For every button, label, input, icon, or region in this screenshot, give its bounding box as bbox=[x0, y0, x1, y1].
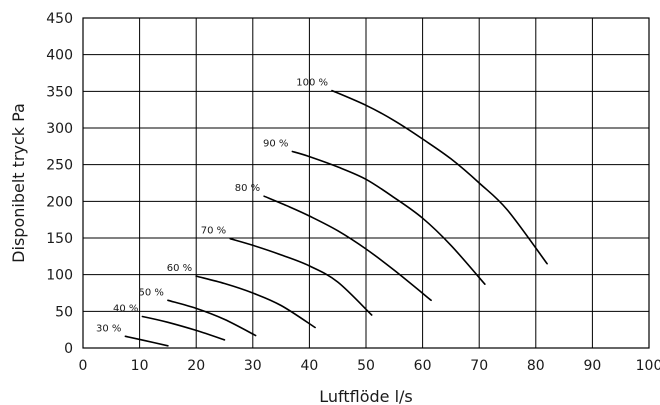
x-tick-label: 80 bbox=[527, 358, 545, 374]
x-tick-label: 90 bbox=[583, 358, 601, 374]
curve-40-pct bbox=[141, 315, 226, 341]
grid bbox=[82, 17, 650, 349]
x-tick-label: 60 bbox=[414, 358, 432, 374]
x-axis-label: Luftflöde l/s bbox=[319, 387, 413, 405]
curves: 30 % 40 %50 % 60 % 70 % 80 % 90 % 100 % bbox=[96, 78, 548, 347]
y-tick-label: 250 bbox=[46, 158, 73, 174]
x-tick-label: 30 bbox=[244, 358, 262, 374]
y-tick-label: 0 bbox=[64, 341, 73, 357]
x-tick-label: 40 bbox=[300, 358, 318, 374]
curve-label-100-pct: 100 % bbox=[296, 78, 328, 89]
y-tick-label: 50 bbox=[55, 304, 73, 320]
curve-label-60-pct: 60 % bbox=[167, 263, 192, 274]
curve-label-70-pct: 70 % bbox=[201, 226, 226, 237]
y-tick-label: 200 bbox=[46, 194, 73, 210]
y-tick-label: 350 bbox=[46, 84, 73, 100]
curve-label-40-pct: 40 % bbox=[113, 303, 138, 314]
curve-100-pct bbox=[331, 89, 548, 265]
x-tick-label: 0 bbox=[79, 358, 88, 374]
y-tick-label: 300 bbox=[46, 121, 73, 137]
curve-label-50-pct: 50 % bbox=[138, 287, 163, 298]
curve-90-pct bbox=[291, 150, 486, 285]
y-tick-label: 100 bbox=[46, 268, 73, 284]
y-tick-label: 400 bbox=[46, 48, 73, 64]
curve-60-pct bbox=[195, 275, 316, 329]
plot-frame bbox=[82, 17, 650, 349]
curve-label-30-pct: 30 % bbox=[96, 323, 121, 334]
y-axis-label: Disponibelt tryck Pa bbox=[9, 103, 28, 263]
x-tick-label: 100 bbox=[636, 358, 660, 374]
curve-label-90-pct: 90 % bbox=[263, 138, 288, 149]
x-tick-label: 70 bbox=[470, 358, 488, 374]
curve-80-pct bbox=[263, 195, 432, 302]
y-tick-label: 150 bbox=[46, 231, 73, 247]
curve-50-pct bbox=[167, 299, 257, 337]
curve-70-pct bbox=[229, 237, 373, 316]
curve-label-80-pct: 80 % bbox=[235, 183, 260, 194]
curve-30-pct bbox=[124, 335, 169, 347]
tick-labels: 0 10 20 30 40 50 60 70 80 90 100 0 50 100 150 200 250 300… bbox=[46, 11, 660, 374]
x-tick-label: 20 bbox=[187, 358, 205, 374]
x-tick-label: 10 bbox=[131, 358, 149, 374]
y-tick-label: 450 bbox=[46, 11, 73, 27]
x-tick-label: 50 bbox=[357, 358, 375, 374]
